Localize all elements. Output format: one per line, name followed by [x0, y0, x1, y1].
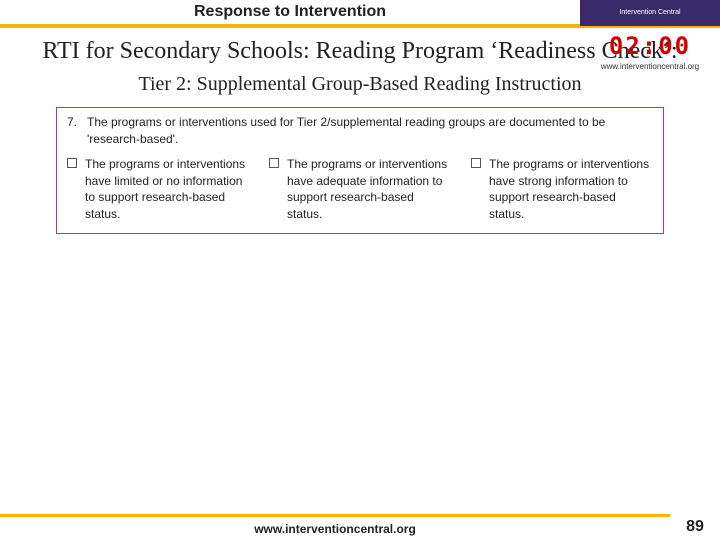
checkbox-icon[interactable]: [471, 158, 481, 168]
option-text: The programs or interventions have stron…: [489, 156, 653, 223]
checkbox-icon[interactable]: [269, 158, 279, 168]
header-logo-label: Intervention Central: [619, 9, 680, 16]
checkbox-icon[interactable]: [67, 158, 77, 168]
content-box: 7. The programs or interventions used fo…: [56, 107, 664, 234]
header-title: Response to Intervention: [0, 3, 580, 21]
options-row: The programs or interventions have limit…: [67, 156, 653, 223]
header-logo: Intervention Central: [580, 0, 720, 26]
footer-url: www.interventioncentral.org: [0, 514, 670, 540]
timer-panel: 02:00 www.interventioncentral.org: [580, 32, 720, 82]
timer-url: www.interventioncentral.org: [580, 62, 720, 71]
timer-display: 02:00: [580, 32, 720, 60]
option-3: The programs or interventions have stron…: [471, 156, 653, 223]
item-text: The programs or interventions used for T…: [87, 114, 653, 148]
option-text: The programs or interventions have adequ…: [287, 156, 451, 223]
option-2: The programs or interventions have adequ…: [269, 156, 451, 223]
item-number: 7.: [67, 114, 87, 148]
item-row: 7. The programs or interventions used fo…: [67, 114, 653, 148]
option-1: The programs or interventions have limit…: [67, 156, 249, 223]
option-text: The programs or interventions have limit…: [85, 156, 249, 223]
header-bar: Response to Intervention Intervention Ce…: [0, 0, 720, 28]
page-number: 89: [670, 514, 720, 540]
footer: www.interventioncentral.org 89: [0, 514, 720, 540]
